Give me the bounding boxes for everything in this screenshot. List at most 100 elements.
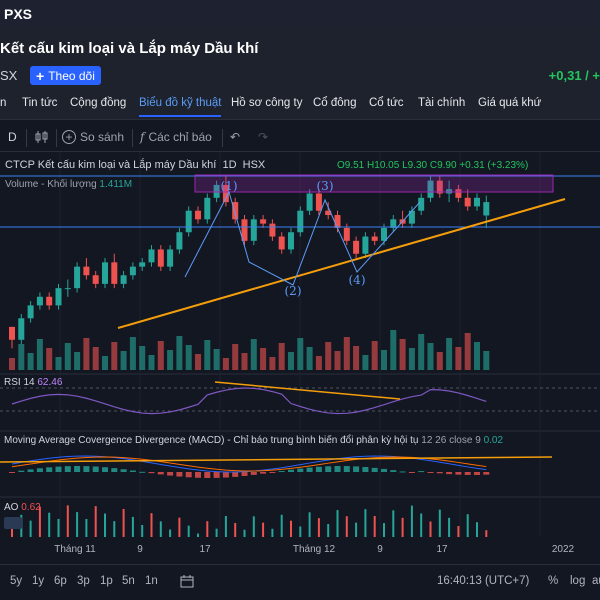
tab-technical-chart[interactable]: Biểu đồ kỹ thuật (139, 97, 222, 117)
range-6p[interactable]: 6p (54, 575, 67, 587)
candle-body (213, 184, 220, 198)
candle-body (390, 219, 397, 228)
ao-bar (317, 518, 320, 537)
volume-bar (9, 358, 15, 370)
volume-bar (343, 337, 350, 370)
ao-bar (252, 516, 255, 537)
toolbar-divider (222, 129, 223, 147)
ao-value: 0.62 (21, 502, 41, 513)
legend-exchange: HSX (242, 159, 266, 171)
candle-body (427, 180, 434, 198)
highlight-zone (194, 174, 554, 193)
macd-histogram-bar (213, 472, 220, 478)
symbol-title: PXS (4, 6, 33, 22)
ao-bar (243, 529, 246, 537)
ao-legend: AO 0.62 (4, 502, 41, 513)
ao-bar (38, 506, 41, 537)
candle-body (92, 275, 99, 284)
wave-path (184, 190, 421, 286)
ohlc-low: L9.30 (402, 160, 428, 171)
ohlc-legend: O9.51 H10.05 L9.30 C9.90 +0.31 (+3.23%) (337, 160, 528, 171)
candle-body (436, 180, 443, 194)
interval-button[interactable]: D (8, 130, 17, 144)
follow-button[interactable]: + Theo dõi (30, 66, 101, 85)
tab-shareholders[interactable]: Cổ đông (313, 97, 357, 109)
candle-body (46, 296, 53, 306)
candle-body (74, 266, 81, 289)
auto-toggle[interactable]: au (592, 575, 600, 587)
volume-bar (27, 353, 34, 370)
volume-bar (102, 356, 108, 370)
undo-icon[interactable]: ↶ (230, 130, 241, 144)
macd-histogram-bar (446, 472, 453, 475)
tab-financials[interactable]: Tài chính (418, 97, 466, 109)
macd-histogram-bar (27, 469, 34, 472)
time-axis-label: 17 (199, 544, 211, 555)
volume-bar (222, 358, 229, 370)
company-tabs: n Tin tức Cộng đồng Biểu đồ kỹ thuật Hồ … (0, 90, 600, 120)
tab-company-profile[interactable]: Hồ sơ công ty (231, 97, 303, 109)
ao-bar (85, 519, 88, 537)
wave-label-p2: (2) (285, 284, 302, 298)
percent-toggle[interactable]: % (548, 575, 559, 587)
candle-body (185, 210, 192, 233)
range-5y[interactable]: 5y (10, 575, 23, 587)
redo-icon[interactable]: ↷ (258, 130, 269, 144)
ao-bar (57, 518, 60, 537)
volume-bar (436, 352, 443, 370)
ao-bar (159, 521, 162, 537)
tab-overview[interactable]: n (0, 97, 7, 109)
cloud-icon[interactable] (4, 517, 22, 529)
macd-histogram-bar (129, 470, 136, 472)
volume-bar (232, 344, 239, 370)
range-5n[interactable]: 5n (122, 575, 135, 587)
volume-legend: Volume - Khối lượng 1.411M (5, 179, 132, 190)
macd-histogram-bar (157, 472, 164, 475)
macd-label: Moving Average Covergence Divergence (MA… (4, 435, 419, 446)
macd-histogram-bar (102, 467, 108, 472)
candle-style-icon[interactable] (34, 130, 50, 144)
candle-body (325, 210, 332, 216)
log-toggle[interactable]: log (570, 575, 586, 587)
candle-body (315, 193, 322, 211)
ao-bar (392, 510, 395, 537)
tab-news[interactable]: Tin tức (22, 97, 58, 109)
tab-dividends[interactable]: Cổ tức (369, 97, 404, 109)
tab-community[interactable]: Cộng đồng (70, 97, 127, 109)
date-range-icon[interactable] (180, 575, 196, 591)
ao-bar (131, 516, 134, 537)
volume-bar (46, 348, 53, 370)
price-chart[interactable]: (1) (2) (3) (4) Tháng 11 9 17 Tháng 12 9 17 2022 (0, 152, 600, 564)
macd-histogram-bar (232, 472, 239, 477)
candle-body (55, 288, 62, 306)
ao-bar (224, 515, 227, 537)
candle-body (167, 249, 174, 267)
volume-bar (64, 343, 71, 370)
range-3p[interactable]: 3p (77, 575, 90, 587)
ao-bar (150, 513, 153, 537)
candle-body (474, 197, 480, 207)
clock: 16:40:13 (UTC+7) (437, 575, 530, 587)
indicators-button[interactable]: f Các chỉ báo (140, 130, 212, 144)
range-1y[interactable]: 1y (32, 575, 45, 587)
volume-bar (129, 337, 136, 370)
compare-button[interactable]: + So sánh (62, 130, 124, 144)
candle-body (260, 219, 267, 224)
macd-histogram-bar (250, 472, 257, 475)
toolbar-divider (132, 129, 133, 147)
macd-histogram-bar (334, 466, 341, 472)
macd-legend: Moving Average Covergence Divergence (MA… (4, 435, 503, 446)
top-symbol-bar: PXS (0, 0, 600, 28)
macd-histogram-bar (167, 472, 174, 476)
range-1p[interactable]: 1p (100, 575, 113, 587)
range-1n[interactable]: 1n (145, 575, 158, 587)
macd-histogram-bar (436, 472, 443, 474)
macd-histogram-bar (390, 470, 397, 472)
tab-price-history[interactable]: Giá quá khứ (478, 97, 542, 109)
macd-histogram-bar (399, 471, 406, 473)
macd-histogram-bar (64, 466, 71, 472)
macd-histogram-bar (371, 467, 378, 472)
ao-bar (383, 523, 385, 537)
toolbar-divider (56, 129, 57, 147)
chart-area[interactable]: (1) (2) (3) (4) Tháng 11 9 17 Tháng 12 9 17 2022 C… (0, 152, 600, 564)
